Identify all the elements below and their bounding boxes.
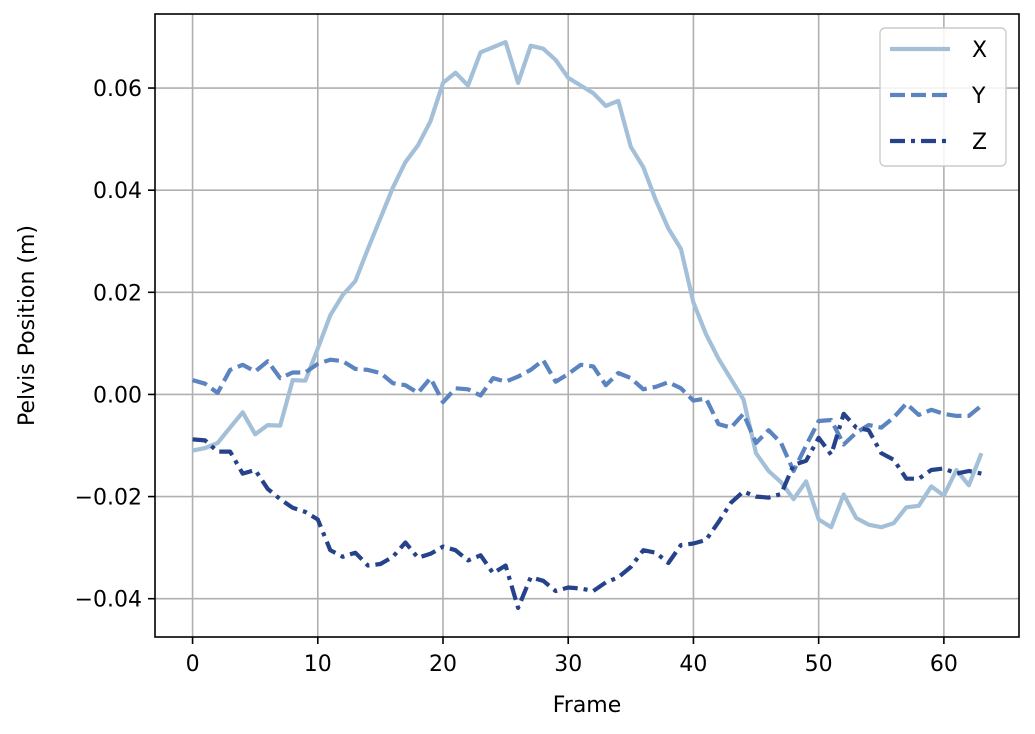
y-tick-label: −0.04 [75,588,142,613]
y-tick-label: 0.00 [93,383,142,408]
x-tick-label: 50 [805,652,833,677]
legend: XYZ [879,27,1007,167]
series-layer [192,39,984,611]
legend-label-y: Y [971,84,986,109]
y-axis: −0.04 −0.02 0.00 0.02 0.04 0.06 [75,77,155,613]
x-tick-label: 60 [930,652,958,677]
y-tick-label: 0.04 [93,179,142,204]
y-tick-label: 0.06 [93,77,142,102]
x-axis-title: Frame [553,693,622,718]
x-tick-label: 0 [186,652,200,677]
x-tick-label: 40 [679,652,707,677]
series-line-y [192,357,983,474]
x-tick-label: 30 [554,652,582,677]
x-tick-label: 20 [429,652,457,677]
plot-frame [154,13,1020,638]
legend-label-z: Z [972,130,987,155]
y-axis-title: Pelvis Position (m) [15,225,40,426]
legend-label-x: X [972,38,987,63]
series-line-z [192,411,982,611]
x-tick-label: 10 [304,652,332,677]
x-axis: 0 10 20 30 40 50 60 [186,637,958,677]
y-tick-label: 0.02 [93,281,142,306]
y-tick-label: −0.02 [75,486,142,511]
series-line-x [192,39,984,530]
